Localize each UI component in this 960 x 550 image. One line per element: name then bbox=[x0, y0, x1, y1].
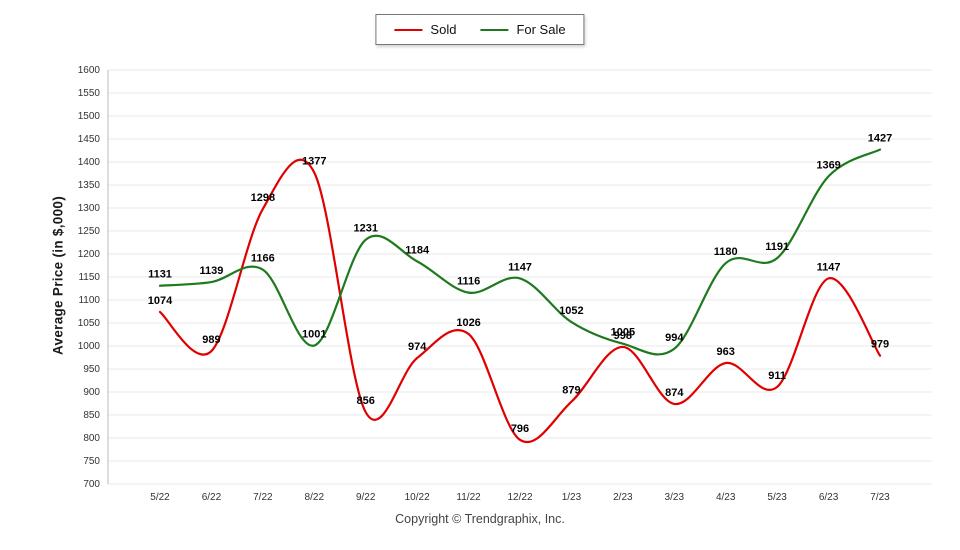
data-label-sold: 1074 bbox=[148, 295, 173, 307]
data-label-sold: 1298 bbox=[251, 192, 275, 204]
x-tick-label: 7/23 bbox=[870, 492, 890, 503]
y-tick-label: 1350 bbox=[78, 180, 101, 191]
data-label-for-sale: 994 bbox=[665, 332, 684, 344]
x-tick-label: 4/23 bbox=[716, 492, 736, 503]
series-line-sold bbox=[158, 158, 882, 444]
for-sale-line-swatch bbox=[480, 28, 509, 31]
data-label-for-sale: 1116 bbox=[457, 276, 480, 288]
y-tick-label: 1400 bbox=[78, 157, 101, 168]
y-tick-label: 800 bbox=[83, 433, 100, 444]
y-tick-label: 1050 bbox=[78, 318, 101, 329]
x-tick-label: 5/22 bbox=[150, 492, 170, 503]
data-label-for-sale: 1139 bbox=[199, 265, 223, 277]
legend: Sold For Sale bbox=[375, 14, 585, 45]
data-label-sold: 989 bbox=[202, 334, 220, 346]
data-label-sold: 1377 bbox=[302, 156, 326, 168]
y-tick-label: 900 bbox=[83, 387, 100, 398]
data-label-for-sale: 1001 bbox=[302, 329, 326, 341]
x-tick-label: 3/23 bbox=[665, 492, 685, 503]
data-label-for-sale: 1427 bbox=[868, 133, 892, 145]
data-label-for-sale: 1166 bbox=[251, 253, 275, 265]
x-tick-label: 12/22 bbox=[507, 492, 532, 503]
data-label-for-sale: 1369 bbox=[816, 159, 840, 171]
data-label-for-sale: 1180 bbox=[714, 246, 738, 258]
x-tick-label: 1/23 bbox=[562, 492, 582, 503]
legend-label-for-sale: For Sale bbox=[516, 22, 566, 37]
data-label-sold: 1026 bbox=[456, 317, 480, 329]
data-label-for-sale: 1131 bbox=[148, 269, 172, 281]
legend-item-for-sale: For Sale bbox=[480, 22, 566, 37]
x-tick-label: 9/22 bbox=[356, 492, 376, 503]
data-label-for-sale: 1231 bbox=[353, 223, 377, 235]
y-tick-label: 750 bbox=[83, 456, 100, 467]
data-label-for-sale: 1147 bbox=[508, 261, 532, 273]
legend-item-sold: Sold bbox=[394, 22, 456, 37]
data-label-sold: 974 bbox=[408, 341, 427, 353]
data-label-sold: 796 bbox=[511, 423, 529, 435]
x-tick-label: 5/23 bbox=[767, 492, 787, 503]
y-tick-label: 1500 bbox=[78, 111, 101, 122]
data-label-sold: 963 bbox=[717, 346, 735, 358]
y-tick-label: 1250 bbox=[78, 226, 101, 237]
x-tick-label: 6/22 bbox=[202, 492, 222, 503]
y-tick-label: 1200 bbox=[78, 249, 101, 260]
y-tick-label: 1450 bbox=[78, 134, 101, 145]
data-label-for-sale: 1184 bbox=[405, 244, 430, 256]
data-label-sold: 879 bbox=[562, 385, 580, 397]
data-label-sold: 911 bbox=[768, 370, 786, 382]
x-tick-label: 10/22 bbox=[405, 492, 430, 503]
x-tick-label: 8/22 bbox=[305, 492, 325, 503]
y-axis-title: Average Price (in $,000) bbox=[50, 195, 66, 356]
y-tick-label: 1550 bbox=[78, 88, 101, 99]
data-label-sold: 979 bbox=[871, 339, 889, 351]
y-tick-label: 950 bbox=[83, 364, 100, 375]
series-line-for-sale bbox=[158, 148, 882, 356]
y-tick-label: 1150 bbox=[78, 272, 100, 283]
data-label-sold: 1147 bbox=[817, 261, 841, 273]
copyright-text: Copyright © Trendgraphix, Inc. bbox=[395, 512, 565, 526]
y-tick-label: 1600 bbox=[78, 65, 101, 76]
y-tick-label: 1300 bbox=[78, 203, 101, 214]
sold-line-swatch bbox=[394, 28, 423, 31]
data-label-for-sale: 1052 bbox=[559, 305, 583, 317]
data-label-sold: 874 bbox=[665, 387, 684, 399]
x-tick-label: 7/22 bbox=[253, 492, 273, 503]
y-tick-label: 700 bbox=[83, 479, 100, 490]
y-tick-label: 1100 bbox=[78, 295, 100, 306]
data-label-sold: 998 bbox=[614, 330, 632, 342]
y-tick-label: 850 bbox=[83, 410, 100, 421]
data-label-for-sale: 1005 bbox=[611, 327, 635, 339]
y-tick-label: 1000 bbox=[78, 341, 101, 352]
data-label-sold: 856 bbox=[357, 395, 375, 407]
x-tick-label: 2/23 bbox=[613, 492, 633, 503]
x-tick-label: 6/23 bbox=[819, 492, 839, 503]
x-tick-label: 11/22 bbox=[456, 492, 481, 503]
legend-label-sold: Sold bbox=[430, 22, 457, 37]
data-label-for-sale: 1191 bbox=[765, 241, 789, 253]
